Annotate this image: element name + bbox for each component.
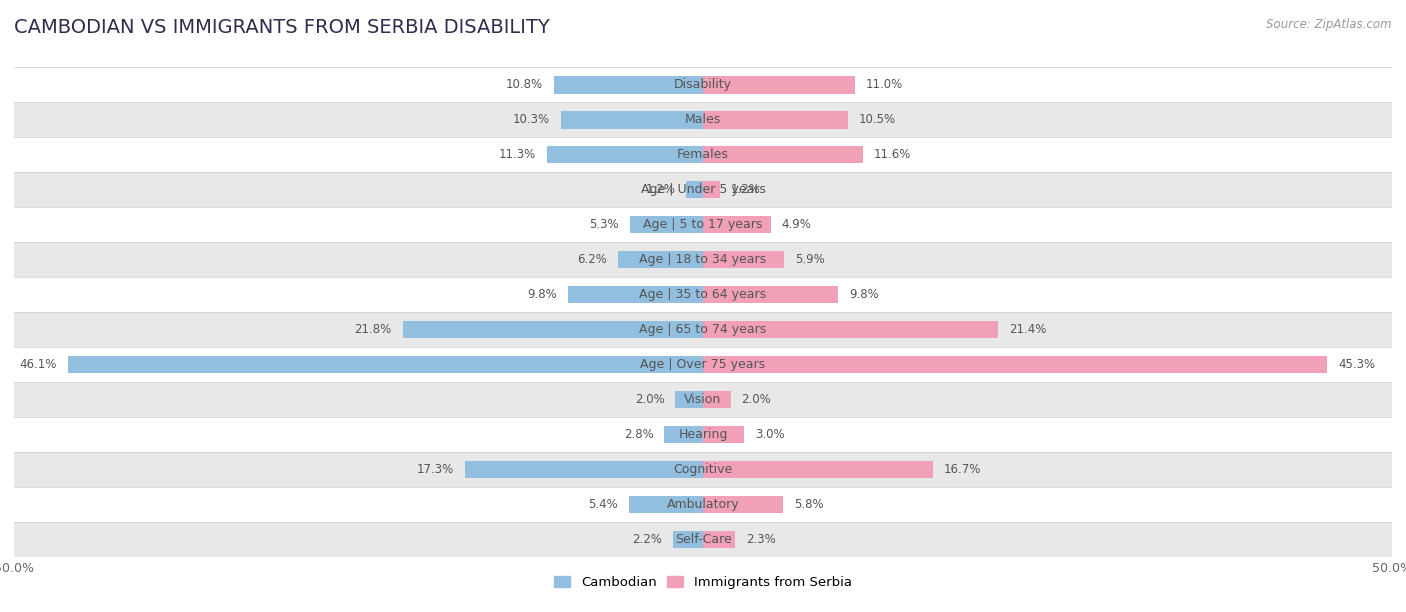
Text: 5.9%: 5.9%	[796, 253, 825, 266]
Text: Age | 65 to 74 years: Age | 65 to 74 years	[640, 323, 766, 336]
Bar	[630, 216, 703, 233]
Text: 46.1%: 46.1%	[20, 358, 56, 371]
Text: Males: Males	[685, 113, 721, 126]
Bar	[14, 67, 1392, 102]
Text: 5.3%: 5.3%	[589, 218, 619, 231]
Bar	[14, 242, 1392, 277]
Text: 21.8%: 21.8%	[354, 323, 392, 336]
Bar	[628, 496, 703, 513]
Bar	[14, 207, 1392, 242]
Text: 3.0%: 3.0%	[755, 428, 785, 441]
Text: Age | Under 5 years: Age | Under 5 years	[641, 183, 765, 196]
Text: Age | Over 75 years: Age | Over 75 years	[641, 358, 765, 371]
Text: Age | 5 to 17 years: Age | 5 to 17 years	[644, 218, 762, 231]
Text: 1.2%: 1.2%	[731, 183, 761, 196]
Bar	[703, 531, 735, 548]
Bar	[703, 286, 838, 304]
Bar	[14, 522, 1392, 557]
Legend: Cambodian, Immigrants from Serbia: Cambodian, Immigrants from Serbia	[550, 570, 856, 594]
Bar	[547, 146, 703, 163]
Text: 2.2%: 2.2%	[631, 533, 662, 546]
Text: 10.8%: 10.8%	[506, 78, 543, 91]
Bar	[703, 496, 783, 513]
Text: 10.3%: 10.3%	[513, 113, 550, 126]
Bar	[14, 487, 1392, 522]
Bar	[464, 461, 703, 478]
Text: Ambulatory: Ambulatory	[666, 498, 740, 511]
Text: 9.8%: 9.8%	[527, 288, 557, 301]
Text: 5.4%: 5.4%	[588, 498, 617, 511]
Text: 2.8%: 2.8%	[624, 428, 654, 441]
Bar	[703, 426, 744, 443]
Bar	[402, 321, 703, 338]
Bar	[14, 137, 1392, 172]
Text: 2.0%: 2.0%	[741, 393, 772, 406]
Text: 45.3%: 45.3%	[1339, 358, 1375, 371]
Text: 11.3%: 11.3%	[499, 148, 536, 161]
Text: 2.3%: 2.3%	[745, 533, 776, 546]
Bar	[67, 356, 703, 373]
Bar	[14, 312, 1392, 347]
Text: 2.0%: 2.0%	[634, 393, 665, 406]
Bar	[703, 391, 731, 408]
Bar	[561, 111, 703, 129]
Bar	[554, 76, 703, 94]
Bar	[14, 102, 1392, 137]
Text: Hearing: Hearing	[678, 428, 728, 441]
Bar	[703, 76, 855, 94]
Bar	[703, 146, 863, 163]
Text: 4.9%: 4.9%	[782, 218, 811, 231]
Text: Vision: Vision	[685, 393, 721, 406]
Bar	[703, 216, 770, 233]
Text: 17.3%: 17.3%	[416, 463, 454, 476]
Bar	[672, 531, 703, 548]
Text: 16.7%: 16.7%	[945, 463, 981, 476]
Text: 6.2%: 6.2%	[576, 253, 606, 266]
Bar	[14, 347, 1392, 382]
Text: 1.2%: 1.2%	[645, 183, 675, 196]
Text: Cognitive: Cognitive	[673, 463, 733, 476]
Bar	[14, 172, 1392, 207]
Text: Age | 18 to 34 years: Age | 18 to 34 years	[640, 253, 766, 266]
Bar	[675, 391, 703, 408]
Text: 21.4%: 21.4%	[1010, 323, 1046, 336]
Text: Disability: Disability	[673, 78, 733, 91]
Bar	[703, 321, 998, 338]
Text: 11.6%: 11.6%	[875, 148, 911, 161]
Bar	[14, 417, 1392, 452]
Bar	[14, 382, 1392, 417]
Bar	[665, 426, 703, 443]
Bar	[703, 461, 934, 478]
Bar	[703, 251, 785, 269]
Bar	[686, 181, 703, 198]
Text: Self-Care: Self-Care	[675, 533, 731, 546]
Text: Source: ZipAtlas.com: Source: ZipAtlas.com	[1267, 18, 1392, 31]
Text: Females: Females	[678, 148, 728, 161]
Text: 5.8%: 5.8%	[794, 498, 824, 511]
Text: Age | 35 to 64 years: Age | 35 to 64 years	[640, 288, 766, 301]
Bar	[703, 111, 848, 129]
Bar	[568, 286, 703, 304]
Text: 11.0%: 11.0%	[866, 78, 903, 91]
Bar	[14, 452, 1392, 487]
Text: 10.5%: 10.5%	[859, 113, 896, 126]
Bar	[14, 277, 1392, 312]
Bar	[617, 251, 703, 269]
Bar	[703, 181, 720, 198]
Text: 9.8%: 9.8%	[849, 288, 879, 301]
Text: CAMBODIAN VS IMMIGRANTS FROM SERBIA DISABILITY: CAMBODIAN VS IMMIGRANTS FROM SERBIA DISA…	[14, 18, 550, 37]
Bar	[703, 356, 1327, 373]
